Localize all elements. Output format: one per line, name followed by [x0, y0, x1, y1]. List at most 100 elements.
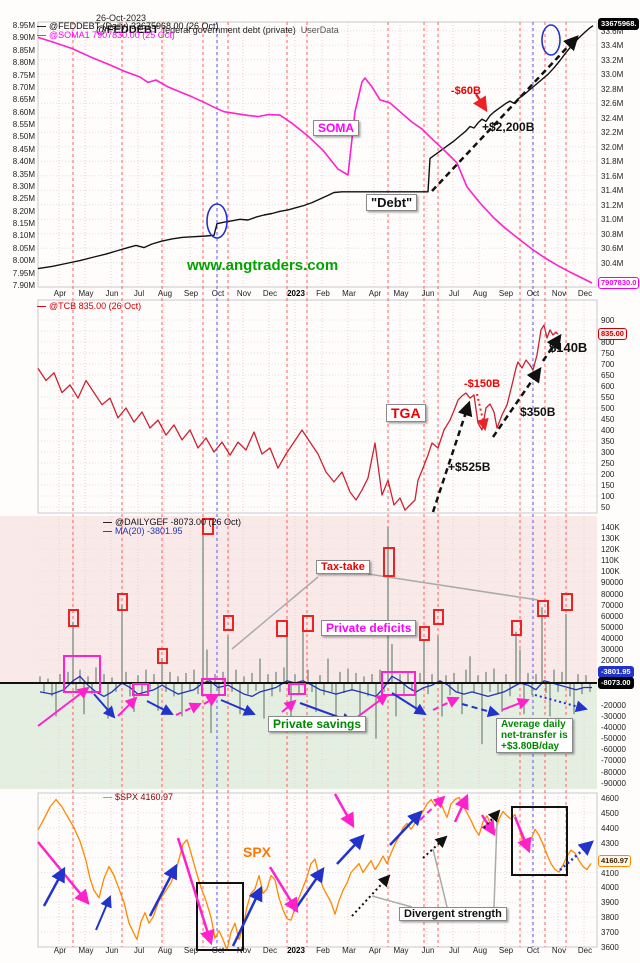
trend-arrow: [431, 35, 579, 192]
chart-date: 26-Oct-2023: [96, 13, 147, 23]
y-axis-label: 31.8M: [601, 157, 624, 167]
red-highlight-box: [537, 600, 549, 617]
y-axis-label: 90000: [601, 578, 624, 587]
y-axis-label: 8.15M: [12, 219, 35, 229]
symbol-description: federal government debt (private): [162, 25, 296, 36]
y-axis-label: 100K: [601, 567, 620, 576]
y-axis-label: 3600: [601, 943, 619, 952]
annotation-label: www.angtraders.com: [187, 257, 339, 274]
y-axis-label: 3900: [601, 898, 619, 908]
y-axis-label: -60000: [601, 745, 626, 754]
y-axis-label: 32.0M: [601, 142, 624, 152]
y-axis-label: 8.30M: [12, 181, 35, 191]
trend-arrow: [431, 400, 473, 513]
y-axis-label: 50000: [601, 623, 624, 632]
magenta-highlight-box: [288, 683, 306, 695]
trend-arrow: [491, 366, 542, 438]
annotation-label: +$2,200B: [482, 120, 535, 134]
circle-highlight: [206, 203, 228, 239]
x-axis-month-label: Sep: [498, 946, 514, 955]
legend-soma: — @SOMA1 7907830.00 (25 Oct): [37, 30, 175, 40]
trend-arrow: [355, 693, 389, 719]
y-axis-label: 31.4M: [601, 186, 624, 196]
annotation-label: Average daily net-transfer is +$3.80B/da…: [496, 718, 573, 753]
y-axis-label: 3700: [601, 928, 619, 938]
y-axis-label: -40000: [601, 723, 626, 732]
trend-arrow: [268, 866, 299, 914]
private-deficit-zone: [0, 516, 597, 683]
series-tcb: [37, 324, 559, 511]
red-highlight-box: [276, 620, 288, 637]
y-axis-label: 8.45M: [12, 144, 35, 154]
annotation-label: -$60B: [451, 85, 481, 97]
y-axis-label: 30.6M: [601, 244, 624, 254]
x-axis-month-label: Mar: [342, 946, 356, 955]
y-axis-label: 8.25M: [12, 194, 35, 204]
x-axis-month-label: Sep: [183, 946, 199, 955]
y-axis-label: 8.85M: [12, 45, 35, 55]
trend-arrow: [461, 703, 500, 718]
annotation-label: Divergent strength: [399, 907, 507, 921]
y-axis-label: 650: [601, 371, 615, 380]
y-axis-label: 31.2M: [601, 200, 624, 210]
annotation-label: Private deficits: [321, 620, 417, 636]
magenta-highlight-box: [132, 683, 149, 696]
x-axis-month-label: Oct: [526, 289, 540, 298]
x-axis-month-label: Jul: [133, 946, 145, 955]
y-axis-label: 4000: [601, 883, 619, 893]
y-axis-label: 4100: [601, 868, 619, 878]
y-axis-label: 750: [601, 349, 615, 358]
data-source: UserData: [300, 25, 339, 36]
x-axis-month-label: Oct: [211, 946, 225, 955]
trend-arrow: [389, 810, 423, 846]
trend-arrow: [351, 874, 391, 917]
legend-soma-label: @SOMA1 7907830.00 (25 Oct): [49, 30, 175, 40]
y-axis-label: 33.6M: [601, 26, 624, 36]
y-axis-label: 8.75M: [12, 70, 35, 80]
series-spx: [37, 796, 592, 951]
black-highlight-box: [196, 882, 244, 951]
x-axis-month-label: Apr: [53, 946, 67, 955]
trend-arrow: [333, 793, 355, 829]
y-axis-label: 130K: [601, 534, 620, 543]
legend-dailygef-label: @DAILYGEF -8073.00 (26 Oct): [115, 517, 242, 527]
x-axis-month-label: Dec: [577, 289, 593, 298]
red-highlight-box: [157, 648, 168, 664]
trend-arrow: [473, 93, 488, 113]
x-axis-month-label: May: [78, 946, 94, 955]
y-axis-label: 40000: [601, 634, 624, 643]
trend-arrow: [220, 699, 256, 716]
trend-arrow: [391, 692, 427, 716]
circle-highlight: [541, 24, 561, 56]
trend-arrow: [146, 700, 174, 715]
y-axis-label: 8.00M: [12, 256, 35, 266]
x-axis-month-label: Apr: [368, 946, 382, 955]
y-axis-label: 70000: [601, 601, 624, 610]
y-axis-label: 900: [601, 316, 615, 325]
x-axis-month-label: Jun: [421, 289, 435, 298]
y-axis-label: -20000: [601, 701, 626, 710]
x-axis-month-label: Feb: [316, 289, 330, 298]
y-axis-label: 32.2M: [601, 128, 624, 138]
x-axis-month-label: Sep: [183, 289, 199, 298]
y-axis-label: 250: [601, 459, 615, 468]
trend-arrow: [95, 895, 112, 931]
y-axis-label: 140K: [601, 523, 620, 532]
last-value-badge: 33675968.: [598, 18, 640, 30]
x-axis-month-label: Mar: [342, 289, 356, 298]
last-value-badge: 835.00: [598, 328, 627, 340]
trend-arrow: [534, 694, 588, 713]
x-axis-month-label: Oct: [526, 946, 540, 955]
y-axis-label: 350: [601, 437, 615, 446]
trend-arrow: [336, 834, 365, 865]
y-axis-label: 8.70M: [12, 82, 35, 92]
y-axis-label: 8.20M: [12, 206, 35, 216]
y-axis-label: 8.65M: [12, 95, 35, 105]
y-axis-label: 4300: [601, 838, 619, 848]
x-axis-month-label: Aug: [472, 289, 488, 298]
x-axis-month-label: Jul: [133, 289, 145, 298]
y-axis-label: 33.2M: [601, 55, 624, 65]
y-axis-label: 450: [601, 415, 615, 424]
red-highlight-box: [117, 593, 128, 611]
